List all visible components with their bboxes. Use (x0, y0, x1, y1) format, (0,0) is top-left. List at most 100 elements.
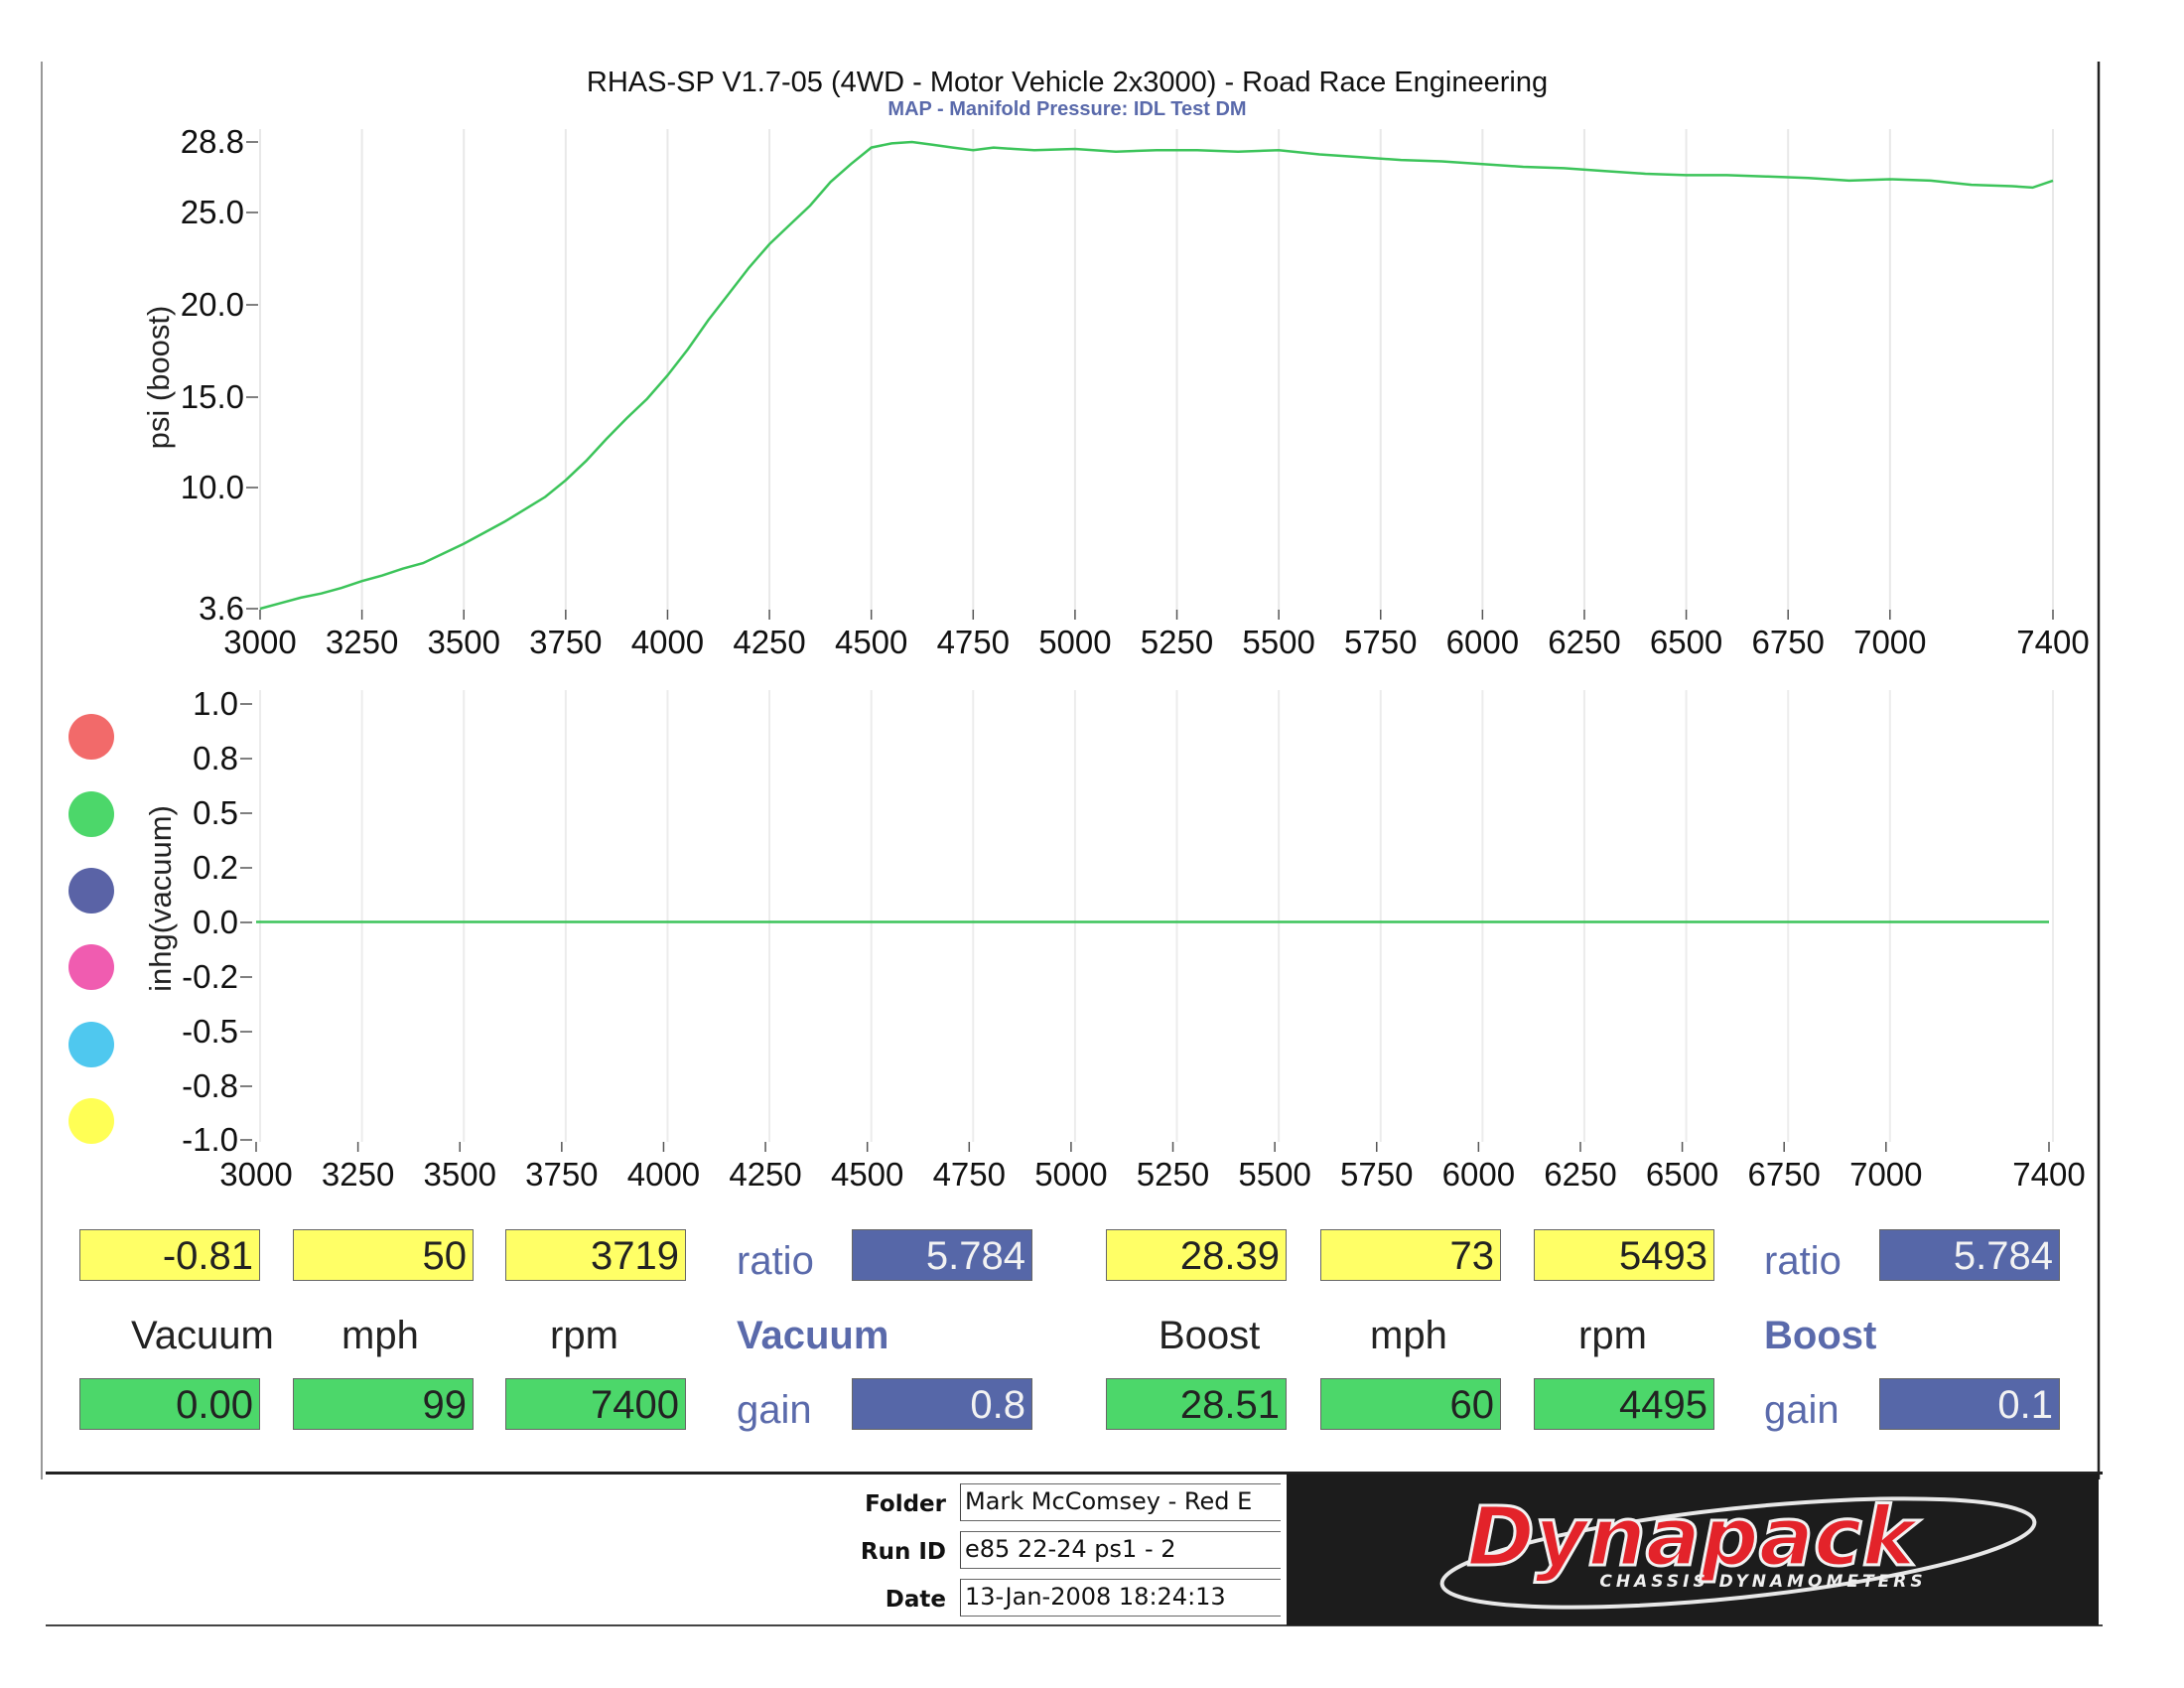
run-id-label: Run ID (860, 1539, 946, 1565)
boost-x-tick-label: 6750 (1751, 624, 1824, 660)
vacuum-mph-label: mph (341, 1314, 419, 1357)
vacuum-x-tick-label: 3000 (219, 1156, 292, 1193)
boost-mph-readout: 73 (1320, 1229, 1501, 1281)
vacuum-x-tick-label: 4250 (729, 1156, 801, 1193)
logo-subtitle: CHASSIS DYNAMOMETERS (1599, 1572, 1926, 1592)
date-value: 13-Jan-2008 18:24:13 (960, 1579, 1281, 1617)
dynapack-logo: Dynapack CHASSIS DYNAMOMETERS (1287, 1474, 2099, 1625)
boost-title-label: Boost (1764, 1314, 1877, 1357)
vacuum-ratio-value: 5.784 (852, 1229, 1032, 1281)
legend-dot (68, 1022, 114, 1067)
vacuum-x-tick-label: 3750 (525, 1156, 598, 1193)
vacuum-x-tick-label: 5000 (1034, 1156, 1107, 1193)
vacuum-gain-value: 0.8 (852, 1378, 1032, 1430)
vacuum-readout: -0.81 (79, 1229, 260, 1281)
vacuum-ratio-label: ratio (737, 1239, 814, 1283)
folder-label: Folder (865, 1491, 946, 1517)
boost-max-readout: 28.51 (1106, 1378, 1287, 1430)
boost-x-tick-label: 6000 (1446, 624, 1519, 660)
boost-x-tick-label: 5250 (1141, 624, 1213, 660)
vacuum-gain-label: gain (737, 1388, 812, 1432)
vacuum-y-tick-label: 0.5 (193, 794, 238, 831)
boost-x-tick-label: 3500 (428, 624, 500, 660)
vacuum-max-rpm-readout: 7400 (505, 1378, 686, 1430)
run-id-value: e85 22-24 ps1 - 2 (960, 1531, 1281, 1569)
chart-title: RHAS-SP V1.7-05 (4WD - Motor Vehicle 2x3… (587, 67, 1548, 98)
date-label: Date (885, 1587, 946, 1613)
boost-y-tick-label: 28.8 (181, 123, 244, 160)
vacuum-x-tick-label: 6500 (1646, 1156, 1718, 1193)
legend-dot (68, 868, 114, 914)
boost-y-tick-label: 3.6 (199, 590, 244, 627)
vacuum-y-tick-label: 0.0 (193, 904, 238, 940)
vacuum-y-label: inhg(vacuum) (143, 805, 178, 992)
vacuum-title-label: Vacuum (737, 1314, 889, 1357)
boost-readout: 28.39 (1106, 1229, 1287, 1281)
vacuum-x-tick-label: 5750 (1340, 1156, 1413, 1193)
boost-mph-label: mph (1370, 1314, 1447, 1357)
vacuum-mph-readout: 50 (293, 1229, 474, 1281)
boost-x-tick-label: 7400 (2016, 624, 2089, 660)
vacuum-x-tick-label: 3250 (322, 1156, 394, 1193)
chart-subtitle: MAP - Manifold Pressure: IDL Test DM (887, 98, 1246, 120)
boost-x-tick-label: 5000 (1038, 624, 1111, 660)
vacuum-y-tick-label: -0.8 (182, 1067, 238, 1104)
vacuum-label: Vacuum (131, 1314, 274, 1357)
vacuum-x-tick-label: 5250 (1137, 1156, 1209, 1193)
legend-dot (68, 791, 114, 837)
boost-x-tick-label: 5500 (1242, 624, 1314, 660)
boost-x-tick-label: 4250 (733, 624, 805, 660)
boost-y-tick-label: 15.0 (181, 378, 244, 415)
vacuum-x-tick-label: 3500 (424, 1156, 496, 1193)
boost-gain-label: gain (1764, 1388, 1840, 1432)
boost-y-tick-label: 25.0 (181, 194, 244, 230)
vacuum-y-tick-label: 0.2 (193, 849, 238, 886)
vacuum-max-mph-readout: 99 (293, 1378, 474, 1430)
vacuum-y-tick-label: -0.5 (182, 1013, 238, 1050)
boost-x-tick-label: 7000 (1853, 624, 1926, 660)
boost-chart: 3.6 10.0 15.0 20.0 25.0 28.8 3000 3250 3500 3750 4… (181, 123, 2090, 660)
boost-gain-value: 0.1 (1879, 1378, 2060, 1430)
boost-x-tick-label: 3000 (223, 624, 296, 660)
boost-x-tick-label: 3250 (326, 624, 398, 660)
vacuum-y-tick-label: -0.2 (182, 958, 238, 995)
boost-x-tick-label: 4750 (937, 624, 1010, 660)
boost-x-tick-label: 3750 (529, 624, 602, 660)
boost-rpm-label: rpm (1578, 1314, 1647, 1357)
boost-label: Boost (1159, 1314, 1261, 1357)
vacuum-x-tick-label: 7000 (1849, 1156, 1922, 1193)
boost-rpm-readout: 5493 (1534, 1229, 1714, 1281)
boost-ratio-label: ratio (1764, 1239, 1842, 1283)
legend-dot (68, 1098, 114, 1144)
vacuum-y-tick-label: 0.8 (193, 740, 238, 776)
legend-dot (68, 944, 114, 990)
boost-max-mph-readout: 60 (1320, 1378, 1501, 1430)
boost-series-line (259, 140, 2054, 611)
vacuum-x-tick-label: 6750 (1747, 1156, 1820, 1193)
folder-value: Mark McComsey - Red E (960, 1483, 1281, 1521)
boost-ratio-value: 5.784 (1879, 1229, 2060, 1281)
boost-y-label: psi (boost) (141, 306, 176, 450)
vacuum-x-tick-label: 4500 (831, 1156, 903, 1193)
vacuum-rpm-readout: 3719 (505, 1229, 686, 1281)
logo-wordmark: Dynapack (1467, 1490, 1921, 1585)
boost-x-tick-label: 4500 (835, 624, 907, 660)
boost-y-tick-label: 20.0 (181, 286, 244, 323)
vacuum-y-tick-label: 1.0 (193, 685, 238, 722)
boost-x-tick-label: 6250 (1548, 624, 1620, 660)
vacuum-x-tick-label: 6000 (1442, 1156, 1515, 1193)
vacuum-x-tick-label: 4000 (627, 1156, 700, 1193)
boost-x-tick-label: 4000 (631, 624, 704, 660)
legend-dot (68, 714, 114, 760)
boost-x-tick-label: 6500 (1650, 624, 1722, 660)
boost-y-tick-label: 10.0 (181, 469, 244, 505)
boost-x-tick-label: 5750 (1344, 624, 1417, 660)
boost-max-rpm-readout: 4495 (1534, 1378, 1714, 1430)
vacuum-max-readout: 0.00 (79, 1378, 260, 1430)
vacuum-rpm-label: rpm (550, 1314, 618, 1357)
vacuum-x-tick-label: 7400 (2012, 1156, 2085, 1193)
vacuum-x-tick-label: 4750 (933, 1156, 1006, 1193)
footer-panel (46, 1472, 2103, 1626)
